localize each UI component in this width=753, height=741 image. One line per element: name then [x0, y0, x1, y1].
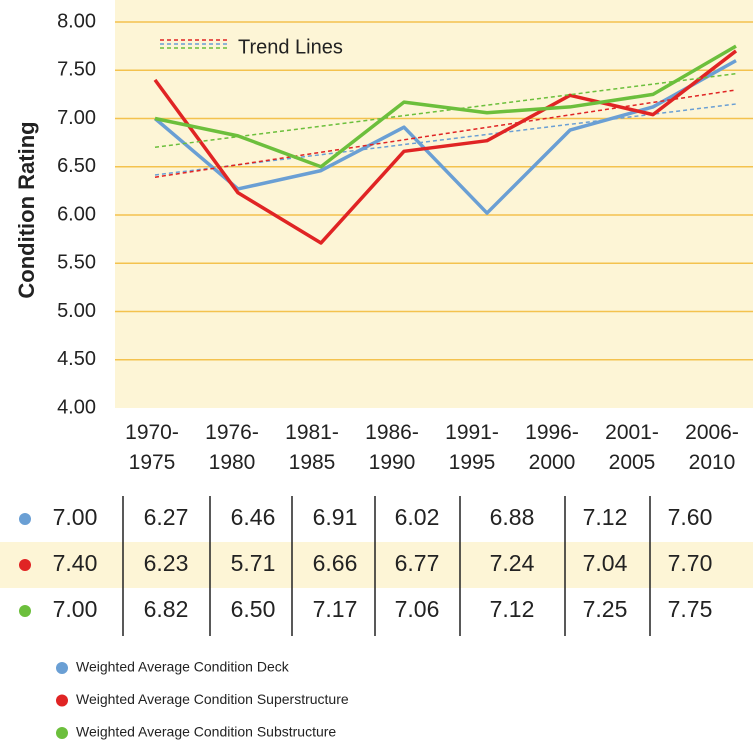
y-axis-title: Condition Rating [14, 121, 39, 298]
series-line [153, 49, 738, 245]
x-tick-label: 1976- 1980 [205, 421, 259, 474]
y-tick-label: 8.00 [57, 10, 96, 32]
trend-legend-label: Trend Lines [238, 36, 343, 58]
table-row-dot [19, 605, 31, 617]
table-value: 6.27 [144, 504, 189, 530]
table-value: 7.75 [668, 596, 713, 622]
table-highlight-row [0, 542, 753, 588]
table-value: 7.00 [53, 596, 98, 622]
x-tick-label: 1981- 1985 [285, 421, 339, 474]
y-tick-label: 4.00 [57, 396, 96, 418]
table-value: 7.00 [53, 504, 98, 530]
x-tick-label: 1970- 1975 [125, 421, 179, 474]
table-value: 7.17 [313, 596, 358, 622]
legend-label: Weighted Average Condition Deck [76, 659, 290, 675]
table-value: 6.82 [144, 596, 189, 622]
table-value: 6.66 [313, 550, 358, 576]
table-value: 7.70 [668, 550, 713, 576]
table-value: 6.88 [490, 504, 535, 530]
y-tick-label: 5.00 [57, 300, 96, 322]
y-tick-label: 7.00 [57, 107, 96, 129]
table-value: 6.46 [231, 504, 276, 530]
table-value: 6.91 [313, 504, 358, 530]
table-value: 7.24 [490, 550, 535, 576]
y-tick-label: 6.00 [57, 203, 96, 225]
table-value: 6.50 [231, 596, 276, 622]
y-tick-label: 6.50 [57, 155, 96, 177]
table-value: 7.60 [668, 504, 713, 530]
legend-label: Weighted Average Condition Substructure [76, 724, 336, 740]
legend-label: Weighted Average Condition Superstructur… [76, 691, 349, 707]
y-tick-label: 4.50 [57, 348, 96, 370]
table-value: 6.77 [395, 550, 440, 576]
table-value: 6.02 [395, 504, 440, 530]
x-tick-label: 1991- 1995 [445, 421, 499, 474]
x-tick-label: 1986- 1990 [365, 421, 419, 474]
table-value: 7.12 [583, 504, 628, 530]
y-tick-label: 7.50 [57, 59, 96, 81]
x-tick-label: 2001- 2005 [605, 421, 659, 474]
plot-background [115, 0, 753, 408]
table-dividers [122, 496, 651, 636]
table-value: 7.12 [490, 596, 535, 622]
x-tick-label: 2006- 2010 [685, 421, 739, 474]
legend-dot [56, 662, 68, 674]
table-value: 7.40 [53, 550, 98, 576]
table-value: 7.06 [395, 596, 440, 622]
series-line [154, 44, 737, 169]
table-row-dot [19, 513, 31, 525]
y-tick-label: 5.50 [57, 252, 96, 274]
legend-dot [56, 727, 68, 739]
table-row-dot [19, 559, 31, 571]
x-tick-label: 1996- 2000 [525, 421, 579, 474]
table-value: 6.23 [144, 550, 189, 576]
table-value: 7.25 [583, 596, 628, 622]
table-value: 7.04 [583, 550, 628, 576]
table-value: 5.71 [231, 550, 276, 576]
legend-dot [56, 694, 68, 707]
